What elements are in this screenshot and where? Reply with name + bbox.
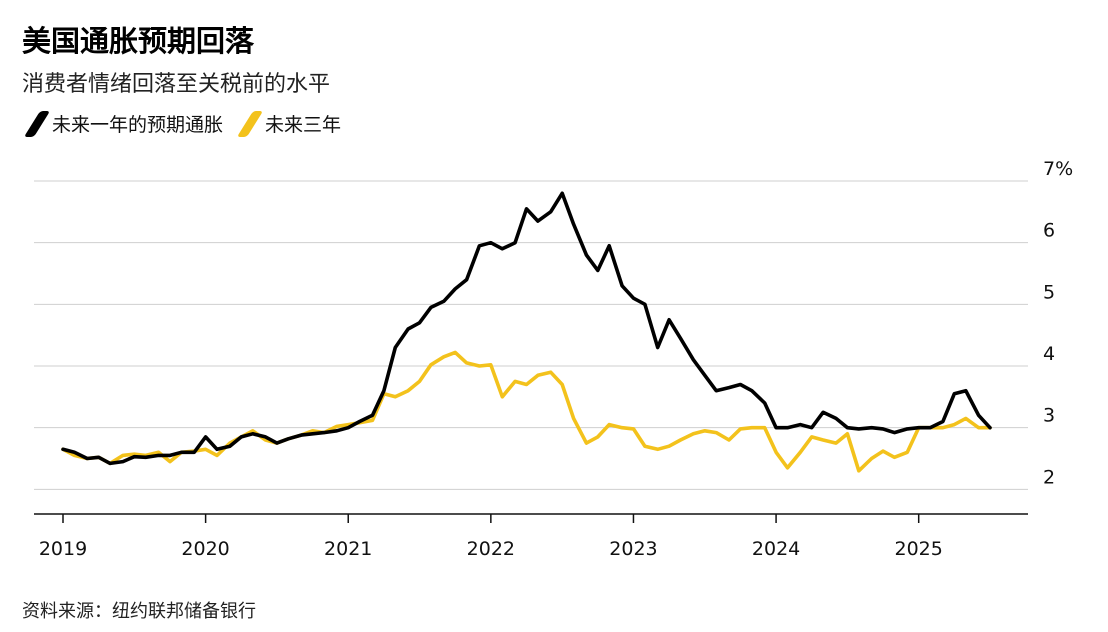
y-tick-label-4: 4 [1043, 343, 1055, 365]
legend-item-one-year: 未来一年的预期通胀 [23, 110, 224, 137]
legend: 未来一年的预期通胀 未来三年 [23, 110, 363, 137]
legend-label-three-year: 未来三年 [265, 114, 342, 136]
y-tick-label-3: 3 [1043, 405, 1055, 427]
x-tick-label-2025: 2025 [895, 538, 943, 560]
series-line-three-year [61, 350, 992, 473]
x-tick-label-2024: 2024 [752, 538, 800, 560]
legend-label-one-year: 未来一年的预期通胀 [52, 114, 224, 136]
legend-item-three-year: 未来三年 [236, 110, 342, 137]
y-tick-label-2: 2 [1043, 466, 1055, 488]
chart-subtitle: 消费者情绪回落至关税前的水平 [22, 72, 331, 97]
y-tick-label-7: 7% [1043, 158, 1073, 180]
x-tick-label-2019: 2019 [39, 538, 87, 560]
x-tick-label-2022: 2022 [467, 538, 515, 560]
x-tick-label-2023: 2023 [609, 538, 657, 560]
y-tick-label-5: 5 [1043, 281, 1055, 303]
x-tick-label-2021: 2021 [324, 538, 372, 560]
series-line-one-year [61, 191, 992, 466]
x-tick-label-2020: 2020 [181, 538, 229, 560]
chart-title: 美国通胀预期回落 [22, 24, 255, 58]
source-note: 资料来源：纽约联邦储备银行 [22, 601, 256, 622]
y-tick-label-6: 6 [1043, 220, 1055, 242]
